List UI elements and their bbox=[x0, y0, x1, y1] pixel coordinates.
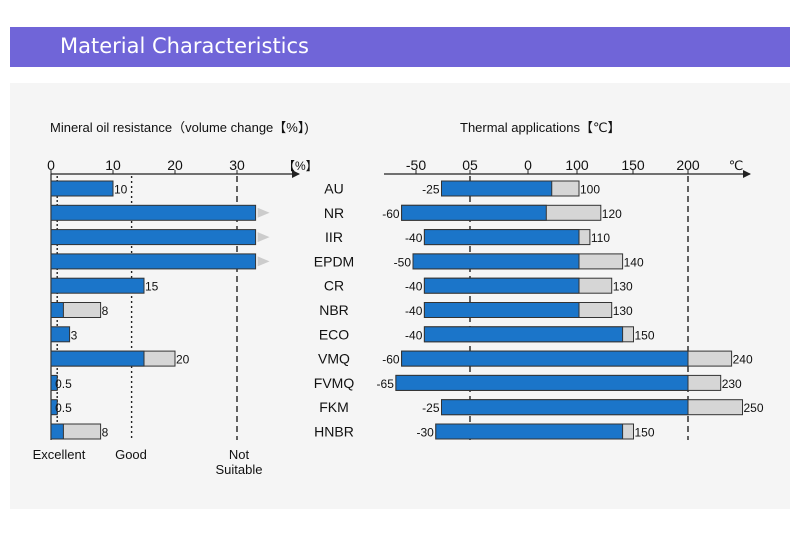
thermal-chart-title: Thermal applications【℃】 bbox=[460, 120, 621, 135]
thermal-bar bbox=[423, 326, 624, 343]
material-label: EPDM bbox=[314, 253, 354, 269]
material-label: NR bbox=[324, 205, 344, 221]
thermal-max-label: 150 bbox=[635, 328, 655, 342]
page-title: Material Characteristics bbox=[60, 34, 309, 58]
thermal-max-label: 240 bbox=[733, 353, 753, 367]
oil-bar bbox=[50, 253, 257, 270]
oil-bar bbox=[50, 277, 145, 294]
thermal-bar bbox=[395, 374, 689, 391]
oil-bar bbox=[50, 423, 64, 440]
overflow-arrow bbox=[257, 207, 270, 218]
thermal-max-label: 150 bbox=[635, 426, 655, 440]
thermal-min-label: -40 bbox=[405, 280, 423, 294]
thermal-x-tick-label: -50 bbox=[406, 157, 426, 173]
thermal-bar bbox=[412, 253, 580, 270]
thermal-min-label: -65 bbox=[377, 377, 395, 391]
thermal-min-label: -50 bbox=[394, 255, 412, 269]
threshold-label-good: Good bbox=[115, 447, 147, 462]
thermal-min-label: -25 bbox=[422, 183, 440, 197]
overflow-arrow bbox=[257, 232, 270, 243]
thermal-bar bbox=[401, 350, 689, 367]
thermal-unit-label: ℃ bbox=[729, 158, 744, 173]
thermal-max-label: 230 bbox=[722, 377, 742, 391]
thermal-max-label: 120 bbox=[602, 207, 622, 221]
oil-value-label: 8 bbox=[102, 426, 109, 440]
oil-x-tick-label: 30 bbox=[229, 157, 245, 173]
thermal-min-label: -30 bbox=[416, 426, 434, 440]
oil-x-tick-label: 0 bbox=[47, 157, 55, 173]
oil-bar bbox=[50, 374, 58, 391]
thermal-min-label: -60 bbox=[382, 207, 400, 221]
thermal-min-label: -25 bbox=[422, 401, 440, 415]
oil-bar bbox=[50, 229, 257, 246]
oil-bar bbox=[50, 326, 71, 343]
material-label: HNBR bbox=[314, 424, 354, 440]
oil-unit-label: 【%】 bbox=[283, 159, 318, 173]
oil-bar bbox=[50, 350, 145, 367]
thermal-x-tick-label: 150 bbox=[621, 157, 645, 173]
oil-bar bbox=[50, 302, 64, 318]
material-labels: AU NR IIR EPDM CR NBR ECO VMQ FVMQ FKM HNBR bbox=[314, 181, 355, 440]
thermal-bar bbox=[423, 302, 580, 318]
thermal-max-label: 130 bbox=[613, 304, 633, 318]
thermal-min-label: -40 bbox=[405, 231, 423, 245]
material-label: IIR bbox=[325, 229, 343, 245]
oil-bar bbox=[50, 204, 257, 221]
chart-panel bbox=[10, 83, 790, 509]
thermal-bar bbox=[435, 423, 624, 440]
material-label: FKM bbox=[319, 399, 349, 415]
thermal-bar bbox=[423, 277, 580, 294]
thermal-x-tick-label: 200 bbox=[676, 157, 700, 173]
thermal-bar bbox=[441, 399, 689, 416]
thermal-bar bbox=[441, 180, 553, 197]
thermal-x-tick-label: 0 bbox=[524, 157, 532, 173]
oil-value-label: 15 bbox=[145, 280, 159, 294]
oil-value-label: 10 bbox=[114, 183, 128, 197]
thermal-min-label: -40 bbox=[405, 304, 423, 318]
oil-value-label: 8 bbox=[102, 304, 109, 318]
header-bar: Material Characteristics bbox=[10, 27, 790, 67]
material-label: FVMQ bbox=[314, 375, 355, 391]
oil-value-label: 20 bbox=[176, 353, 190, 367]
threshold-label-not-suitable: Not Suitable bbox=[216, 447, 263, 477]
material-label: NBR bbox=[319, 302, 349, 318]
oil-value-label: 3 bbox=[71, 328, 78, 342]
material-label: ECO bbox=[319, 326, 349, 342]
thermal-max-label: 250 bbox=[744, 401, 764, 415]
thermal-max-label: 140 bbox=[624, 255, 644, 269]
thermal-max-label: 100 bbox=[580, 183, 600, 197]
thermal-bar bbox=[401, 204, 547, 221]
oil-bar bbox=[50, 399, 58, 416]
thermal-chart: -50 05 0 100 150 200 ℃ -25 100 -60 120 -40 110 -50 140… bbox=[377, 157, 764, 440]
overflow-arrow bbox=[257, 256, 270, 267]
thermal-min-label: -40 bbox=[405, 328, 423, 342]
oil-x-tick-label: 10 bbox=[105, 157, 121, 173]
thermal-max-label: 130 bbox=[613, 280, 633, 294]
thermal-min-label: -60 bbox=[382, 353, 400, 367]
thermal-bar bbox=[423, 229, 580, 246]
material-label: CR bbox=[324, 278, 344, 294]
threshold-label-excellent: Excellent bbox=[33, 447, 86, 462]
thermal-max-label: 110 bbox=[591, 231, 610, 245]
oil-chart-title: Mineral oil resistance（volume change【%】) bbox=[50, 120, 309, 135]
thermal-x-tick-label: 05 bbox=[462, 157, 478, 173]
thermal-x-tick-label: 100 bbox=[565, 157, 589, 173]
material-label: AU bbox=[324, 181, 343, 197]
oil-value-label: 0.5 bbox=[55, 377, 72, 391]
material-label: VMQ bbox=[318, 351, 350, 367]
oil-value-label: 0.5 bbox=[55, 401, 72, 415]
oil-resistance-chart: 0 10 20 30 【%】 Excellent Good Not Suitable 10 15 8 3… bbox=[33, 157, 318, 477]
oil-bar bbox=[50, 180, 114, 197]
oil-x-tick-label: 20 bbox=[167, 157, 183, 173]
